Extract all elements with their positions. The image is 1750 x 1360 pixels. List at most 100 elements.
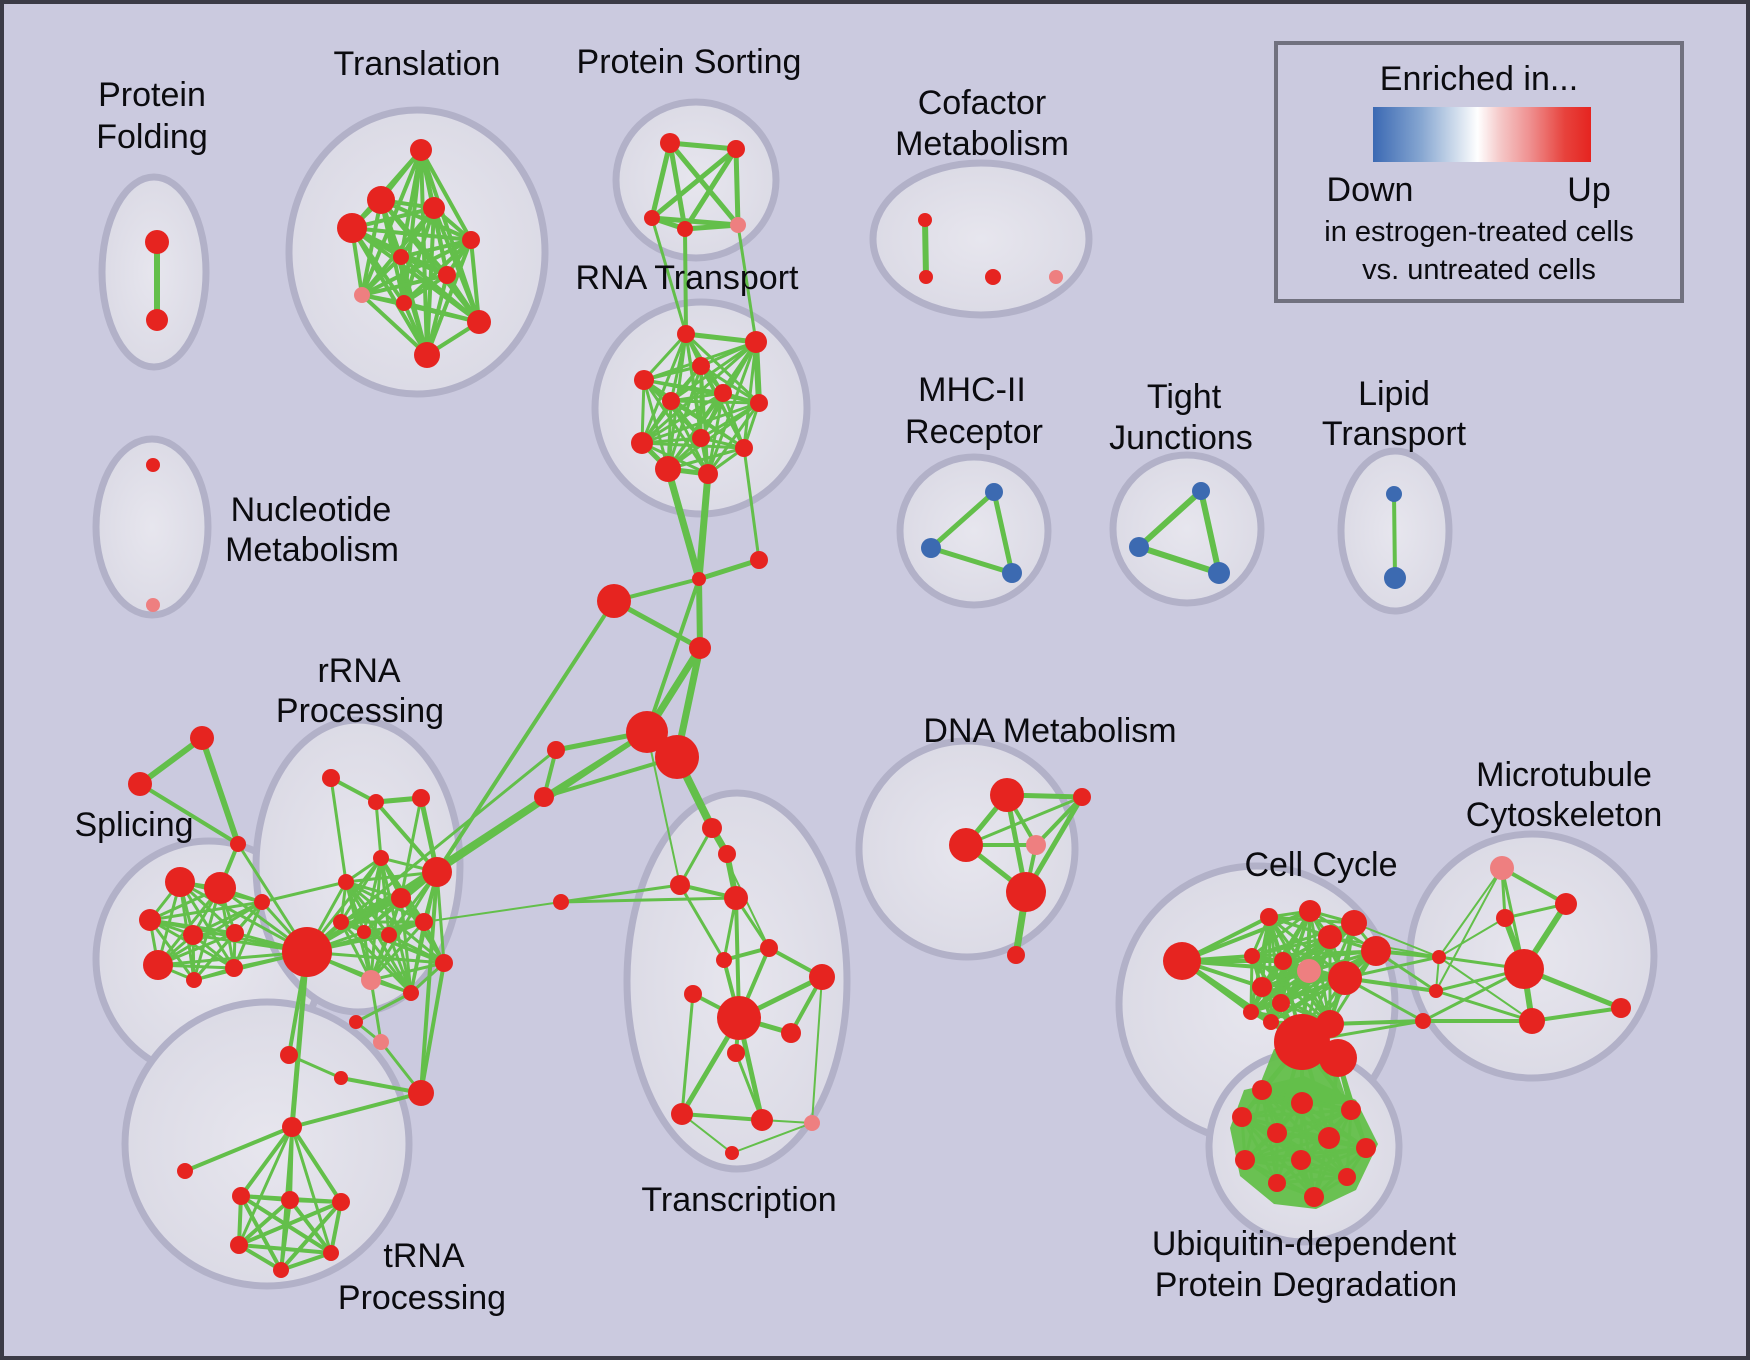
gene-set-node-tn5 (230, 1236, 248, 1254)
gene-set-node-ub8 (1291, 1150, 1311, 1170)
gene-set-node-tn3 (281, 1191, 299, 1209)
cluster-label: tRNA (383, 1237, 465, 1275)
edge-t3-t9 (432, 206, 481, 324)
edge-ps1-ps3 (682, 146, 739, 232)
edge-s7-s8 (232, 900, 264, 970)
gene-set-node-cc11 (1243, 1004, 1259, 1020)
gene-set-node-m2 (1002, 563, 1022, 583)
edge-ps0-ps3 (667, 140, 688, 232)
gene-set-node-ps2 (644, 210, 660, 226)
gene-set-node-t5 (393, 249, 409, 265)
gene-set-node-m1 (921, 538, 941, 558)
cluster-bubble-tight-junctions (1109, 451, 1265, 607)
gene-set-node-rt8 (631, 432, 653, 454)
edge-r7-rp (369, 920, 426, 982)
gene-set-node-x5 (716, 952, 732, 968)
gene-set-node-r1 (368, 794, 384, 810)
edge-cc4-cc6 (1250, 935, 1332, 958)
gene-set-node-r6 (391, 888, 411, 908)
edge-s2-s8 (148, 900, 264, 922)
edge-lt0-lt1 (1392, 492, 1397, 580)
cluster-bubbles-layer (92, 98, 1658, 1290)
edge-xl-x3 (559, 896, 738, 904)
edge-cc0-cc2 (1180, 909, 1312, 963)
edge-rt6-rt11 (706, 401, 761, 476)
gene-set-node-s6 (186, 972, 202, 988)
gene-set-node-ub2 (1232, 1107, 1252, 1127)
edge-m1-m2 (928, 545, 1015, 576)
gene-set-node-ps3 (677, 221, 693, 237)
gene-set-node-ub4 (1267, 1123, 1287, 1143)
cluster-label: rRNA (317, 652, 400, 690)
cluster-label: Transcription (641, 1181, 836, 1219)
edge-tn2-tn7 (239, 1194, 283, 1272)
gene-set-node-hub (282, 927, 332, 977)
edge-ps0-ps1 (667, 140, 739, 152)
gene-set-node-s1 (204, 872, 236, 904)
edge-r11-d2 (419, 961, 446, 1095)
edge-t5-t9 (399, 255, 481, 324)
gene-set-node-rt11 (698, 464, 718, 484)
gene-set-node-ub6 (1356, 1138, 1376, 1158)
gene-set-node-t10 (414, 342, 440, 368)
edge-tn0-tn5 (237, 1125, 294, 1247)
cluster-bubble-cofactor-metabolism (869, 159, 1093, 319)
cluster-label: Folding (96, 118, 208, 156)
gene-set-node-c0 (597, 584, 631, 618)
edge-rp-d3 (369, 978, 383, 1044)
edge-ub6-ub8 (1299, 1146, 1368, 1162)
gene-set-node-x9 (781, 1023, 801, 1043)
gene-set-node-s5 (143, 950, 173, 980)
gene-set-node-k1 (1429, 984, 1443, 998)
cluster-label: RNA Transport (576, 259, 800, 297)
edge-mt0-mt1 (1500, 866, 1568, 906)
gene-set-node-x3 (724, 886, 748, 910)
edge-ub3-ub4 (1275, 1108, 1353, 1135)
edge-s0-s7 (178, 880, 236, 970)
edge-k1-mt4 (1434, 989, 1534, 1023)
gene-set-node-mt4 (1519, 1008, 1545, 1034)
gene-set-node-ub11 (1304, 1187, 1324, 1207)
cluster-label: Cofactor (918, 84, 1047, 122)
gene-set-node-cc10 (1252, 977, 1272, 997)
edge-r6-r12 (399, 896, 413, 995)
gene-set-node-dm2 (949, 828, 983, 862)
cluster-label: Nucleotide (231, 491, 392, 529)
edge-tr0-tr2 (199, 735, 241, 847)
edge-r1-r5 (374, 800, 439, 874)
gene-set-node-mt3 (1504, 949, 1544, 989)
edge-s8-r4 (260, 880, 348, 904)
gene-set-node-r7 (415, 913, 433, 931)
edge-r10-r12 (387, 933, 413, 995)
gene-set-node-t7 (354, 287, 370, 303)
edge-d1-d2 (339, 1076, 423, 1095)
edge-cc2-cc6 (1250, 909, 1312, 958)
gene-set-node-tj0 (1192, 482, 1210, 500)
gene-set-node-r2 (412, 789, 430, 807)
gene-set-node-ub1 (1291, 1092, 1313, 1114)
gene-set-node-c4 (547, 741, 565, 759)
gene-set-node-mt1 (1555, 893, 1577, 915)
edge-x10-x12 (734, 1051, 764, 1122)
gene-set-node-t8 (396, 295, 412, 311)
edge-tr0-tr1 (137, 735, 205, 787)
gene-set-node-nm0 (146, 458, 160, 472)
gene-set-node-x7 (809, 964, 835, 990)
gene-set-node-mt5 (1611, 998, 1631, 1018)
edge-rt10-c1 (664, 465, 703, 583)
edge-r5-r11 (435, 870, 446, 965)
edge-rt0-rt6 (684, 332, 761, 405)
edge-rt9-rt10 (666, 446, 746, 471)
edge-r10-r11 (387, 933, 446, 965)
edge-m0-m2 (991, 489, 1015, 576)
cluster-label: Processing (338, 1279, 506, 1317)
gene-set-node-lt0 (1386, 486, 1402, 502)
gene-set-node-ub7 (1235, 1150, 1255, 1170)
edge-x7-x13 (811, 976, 823, 1124)
edge-r9-r12 (362, 930, 413, 995)
edge-rt0-rt8 (640, 332, 688, 445)
gene-set-node-ub0 (1252, 1080, 1272, 1100)
edge-x0-x2 (678, 826, 714, 887)
edge-ub6-ub10 (1275, 1146, 1368, 1185)
